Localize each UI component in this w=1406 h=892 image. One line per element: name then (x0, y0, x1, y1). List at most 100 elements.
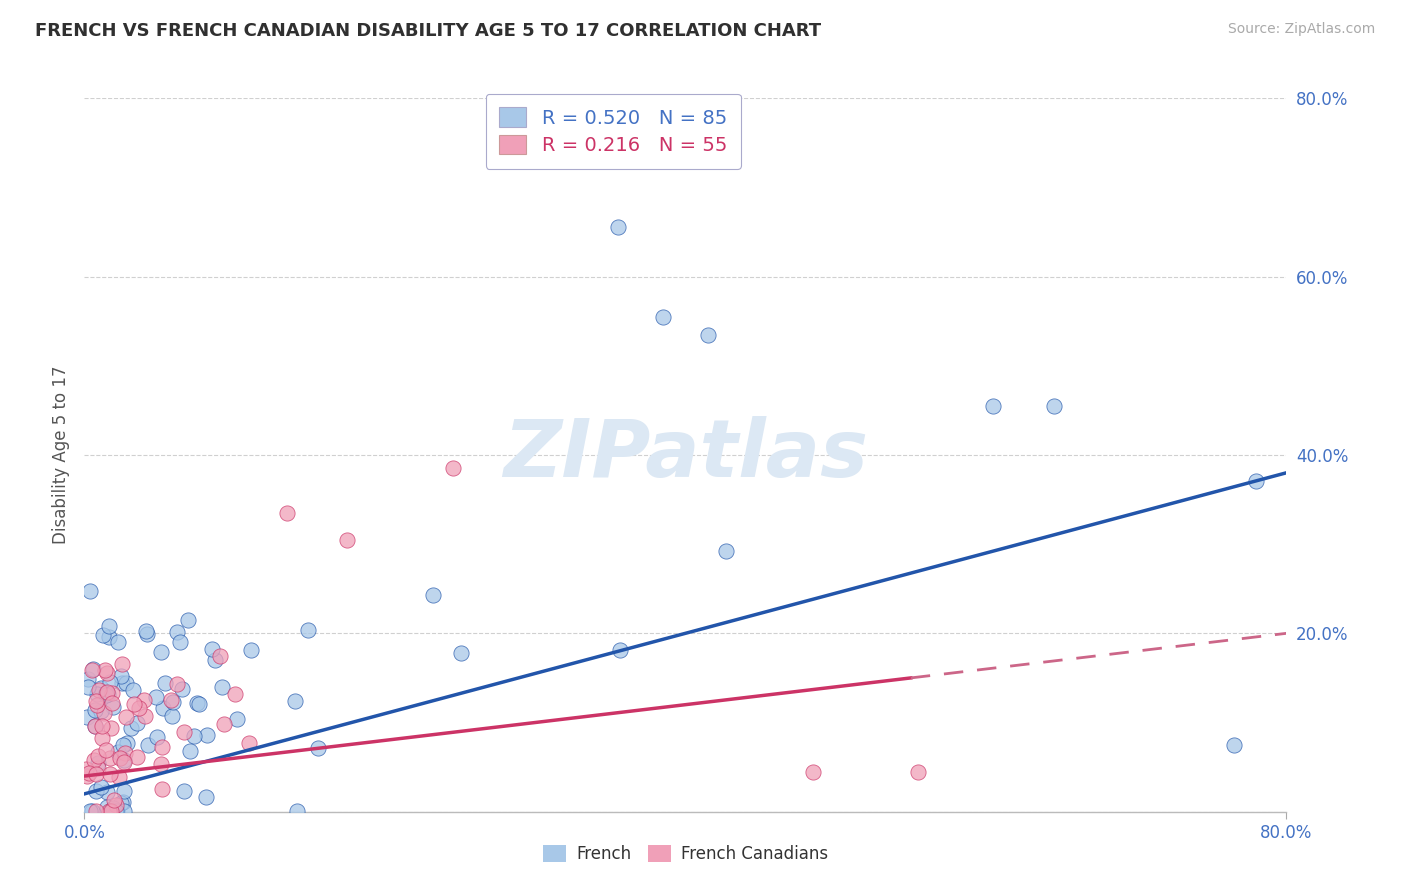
Point (195, 728, 218, 742)
Point (238, 736, 260, 750)
Point (86, 687, 108, 701)
Point (150, 739, 173, 754)
Point (112, 783, 135, 797)
Point (152, 700, 174, 714)
Point (98, 630, 121, 644)
Point (82, 663, 104, 677)
Point (84, 719, 107, 733)
Point (84, 804, 107, 818)
Point (79, 584, 101, 599)
Point (149, 757, 172, 772)
Point (96, 784, 118, 798)
Point (96, 800, 118, 814)
Point (285, 804, 308, 818)
Point (150, 781, 173, 796)
Point (120, 722, 142, 736)
Y-axis label: Disability Age 5 to 17: Disability Age 5 to 17 (52, 366, 70, 544)
Text: ZIPatlas: ZIPatlas (503, 416, 868, 494)
Point (90, 719, 112, 733)
Text: FRENCH VS FRENCH CANADIAN DISABILITY AGE 5 TO 17 CORRELATION CHART: FRENCH VS FRENCH CANADIAN DISABILITY AGE… (35, 22, 821, 40)
Point (297, 623, 319, 637)
Point (114, 804, 136, 818)
Point (145, 690, 167, 704)
Point (115, 676, 138, 690)
Point (212, 717, 235, 731)
Point (204, 653, 226, 667)
Point (76, 673, 98, 687)
Point (132, 693, 155, 707)
Point (176, 613, 198, 627)
Point (112, 753, 135, 767)
Point (77, 765, 100, 780)
Point (307, 741, 329, 756)
Point (146, 730, 169, 744)
Point (124, 697, 146, 711)
Point (100, 804, 122, 818)
Point (108, 751, 131, 765)
Point (87, 756, 110, 770)
Point (450, 646, 472, 660)
Point (100, 697, 122, 711)
Point (172, 682, 194, 697)
Point (183, 729, 205, 743)
Point (103, 801, 125, 815)
Point (96, 685, 118, 699)
Point (111, 795, 134, 809)
Point (173, 784, 195, 798)
Point (84, 766, 107, 780)
Point (169, 635, 191, 649)
Point (96, 665, 118, 680)
Point (86, 748, 108, 763)
Point (82, 662, 104, 676)
Point (98, 804, 121, 818)
Point (82, 804, 104, 818)
Point (225, 712, 247, 726)
Point (98, 751, 121, 765)
Point (114, 746, 136, 760)
Point (84, 694, 107, 708)
Point (77, 680, 100, 694)
Point (100, 686, 122, 700)
Point (103, 792, 125, 806)
Point (111, 675, 134, 690)
Point (105, 804, 128, 818)
Point (87, 683, 110, 698)
Point (162, 708, 184, 723)
Point (125, 715, 148, 730)
Point (103, 699, 125, 714)
Point (336, 533, 359, 547)
Point (136, 627, 159, 641)
Point (111, 738, 134, 752)
Point (651, 310, 673, 324)
Point (907, 764, 929, 779)
Point (149, 645, 172, 659)
Point (188, 697, 211, 711)
Point (160, 693, 183, 707)
Point (134, 708, 156, 723)
Point (84, 718, 107, 732)
Point (714, 544, 737, 558)
Point (209, 648, 232, 663)
Point (166, 677, 188, 691)
Point (201, 642, 224, 657)
Point (179, 744, 201, 758)
Point (127, 749, 149, 764)
Point (422, 588, 444, 602)
Point (276, 506, 298, 520)
Point (173, 725, 195, 739)
Point (79, 804, 101, 818)
Point (96, 688, 118, 702)
Point (166, 625, 188, 640)
Point (162, 695, 184, 709)
Legend: French, French Canadians: French, French Canadians (534, 837, 837, 871)
Point (94, 663, 117, 677)
Point (117, 736, 139, 750)
Point (155, 675, 177, 690)
Point (90, 681, 112, 695)
Point (90, 704, 112, 718)
Point (108, 770, 131, 784)
Point (93, 706, 115, 721)
Point (609, 643, 631, 657)
Point (98, 804, 121, 818)
Point (86, 698, 108, 712)
